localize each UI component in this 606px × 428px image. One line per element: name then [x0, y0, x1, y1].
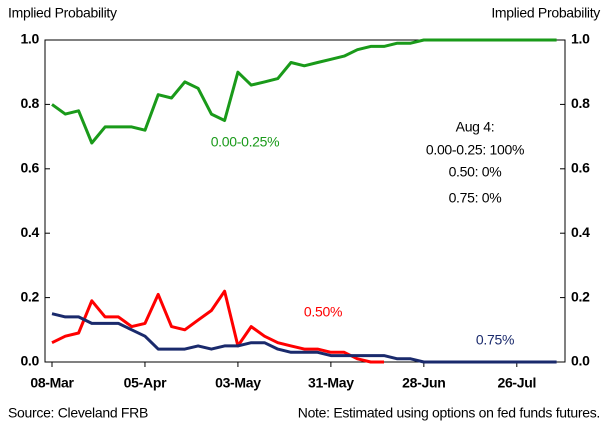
- y2-axis-label: Implied Probability: [491, 5, 600, 21]
- note: Note: Estimated using options on fed fun…: [298, 405, 600, 421]
- series-label: 0.00-0.25%: [211, 134, 280, 150]
- y-tick-label: 0.2: [20, 288, 39, 304]
- annotation: 0.00-0.25: 100%: [426, 142, 524, 158]
- x-tick-label: 28-Jun: [402, 375, 445, 391]
- series-line: [51, 38, 557, 145]
- series-label: 0.50%: [304, 304, 342, 320]
- y2-tick-label: 0.0: [571, 353, 590, 369]
- source: Source: Cleveland FRB: [8, 405, 148, 421]
- y2-tick-label: 0.6: [571, 160, 590, 176]
- series-label: 0.75%: [476, 332, 514, 348]
- series-line: [51, 289, 384, 364]
- y-tick-label: 0.8: [20, 95, 39, 111]
- y2-tick-label: 0.8: [571, 95, 590, 111]
- x-tick-label: 03-May: [215, 375, 261, 391]
- y-tick-label: 0.6: [20, 160, 39, 176]
- series-line: [51, 312, 557, 364]
- plot-frame: [44, 39, 566, 363]
- y2-tick-label: 1.0: [571, 31, 590, 47]
- annotation: 0.50: 0%: [449, 164, 502, 180]
- y-tick-label: 0.0: [20, 353, 39, 369]
- x-tick-label: 31-May: [308, 375, 354, 391]
- y-tick-label: 1.0: [20, 31, 39, 47]
- x-tick-label: 08-Mar: [30, 375, 74, 391]
- y-tick-label: 0.4: [20, 224, 39, 240]
- y2-tick-label: 0.2: [571, 288, 590, 304]
- x-tick-label: 26-Jul: [497, 375, 536, 391]
- y-axis-label: Implied Probability: [8, 5, 117, 21]
- x-tick-label: 05-Apr: [124, 375, 167, 391]
- y2-tick-label: 0.4: [571, 224, 590, 240]
- annotation: 0.75: 0%: [449, 190, 502, 206]
- annotation: Aug 4:: [456, 119, 495, 135]
